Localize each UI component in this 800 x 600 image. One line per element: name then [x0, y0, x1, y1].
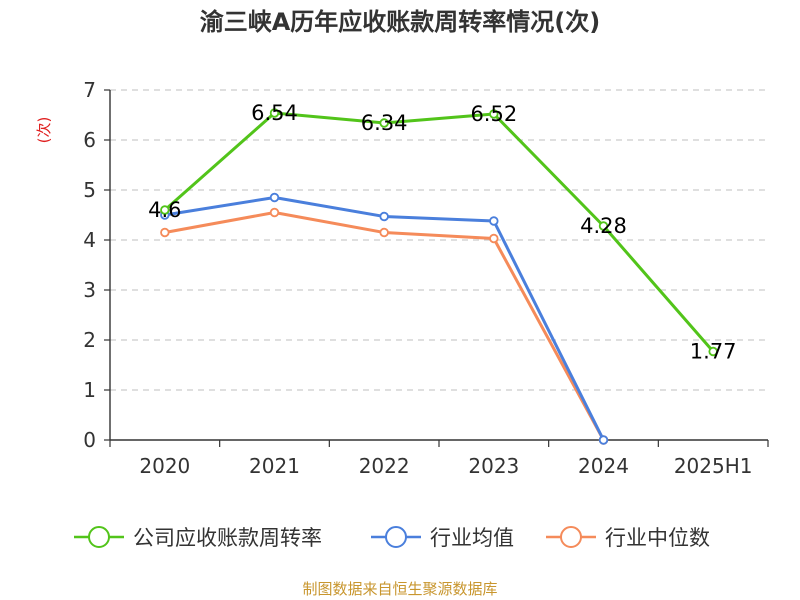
- data-point: [160, 205, 170, 215]
- data-labels: 4.6 6.54 6.34 6.52 4.28 1.77: [148, 101, 736, 364]
- legend-marker: [560, 526, 582, 548]
- data-point: [269, 108, 280, 118]
- axes: 0 1 2 3 4 5 6 7 2020 2021 2022 2023 2024 2025H1: [83, 78, 769, 478]
- data-point: [379, 211, 389, 222]
- legend-item[interactable]: 公司应收账款周转率: [74, 526, 322, 550]
- legend-label: 公司应收账款周转率: [133, 526, 322, 550]
- legend-label: 行业均值: [430, 526, 514, 550]
- y-tick-label: 2: [83, 328, 96, 352]
- x-tick-label: 2025H1: [674, 454, 753, 478]
- x-tick-label: 2020: [139, 454, 190, 478]
- source-note: 制图数据来自恒生聚源数据库: [302, 580, 497, 598]
- data-point: [598, 221, 609, 231]
- x-tick-label: 2022: [359, 454, 410, 478]
- series-line: [163, 111, 715, 353]
- legend-marker: [385, 526, 407, 548]
- series-lines: [160, 108, 718, 445]
- data-point: [269, 192, 280, 203]
- data-label: 6.52: [470, 102, 517, 126]
- data-point: [708, 346, 718, 357]
- legend-label: 行业中位数: [605, 526, 710, 550]
- data-point: [379, 118, 389, 128]
- x-tick-label: 2023: [468, 454, 519, 478]
- y-tick-label: 0: [83, 428, 96, 452]
- chart-title: 渝三峡A历年应收账款周转率情况(次): [200, 8, 601, 36]
- data-label: 6.34: [361, 111, 408, 135]
- y-tick-label: 1: [83, 378, 96, 402]
- legend-item[interactable]: 行业中位数: [546, 526, 710, 550]
- data-label: 4.28: [580, 214, 627, 238]
- data-point: [160, 227, 170, 238]
- y-axis-unit: (次): [35, 117, 53, 144]
- data-label: 4.6: [148, 198, 181, 222]
- data-point: [269, 207, 280, 218]
- series-line: [164, 211, 605, 441]
- data-label: 6.54: [251, 101, 298, 125]
- legend-marker: [88, 526, 110, 548]
- y-tick-label: 7: [83, 78, 96, 102]
- data-point: [489, 109, 499, 119]
- y-tick-label: 5: [83, 178, 96, 202]
- data-point: [598, 435, 609, 445]
- y-tick-label: 6: [83, 128, 96, 152]
- legend-item[interactable]: 行业均值: [371, 526, 514, 550]
- y-tick-label: 3: [83, 278, 96, 302]
- data-point: [379, 227, 389, 238]
- x-tick-label: 2021: [249, 454, 300, 478]
- y-tick-label: 4: [83, 228, 96, 252]
- x-tick-label: 2024: [578, 454, 629, 478]
- data-label: 1.77: [690, 340, 737, 364]
- data-point: [489, 216, 499, 226]
- legend: 公司应收账款周转率 行业均值 行业中位数: [74, 526, 710, 550]
- grid-lines: [110, 89, 768, 391]
- data-point: [489, 233, 499, 244]
